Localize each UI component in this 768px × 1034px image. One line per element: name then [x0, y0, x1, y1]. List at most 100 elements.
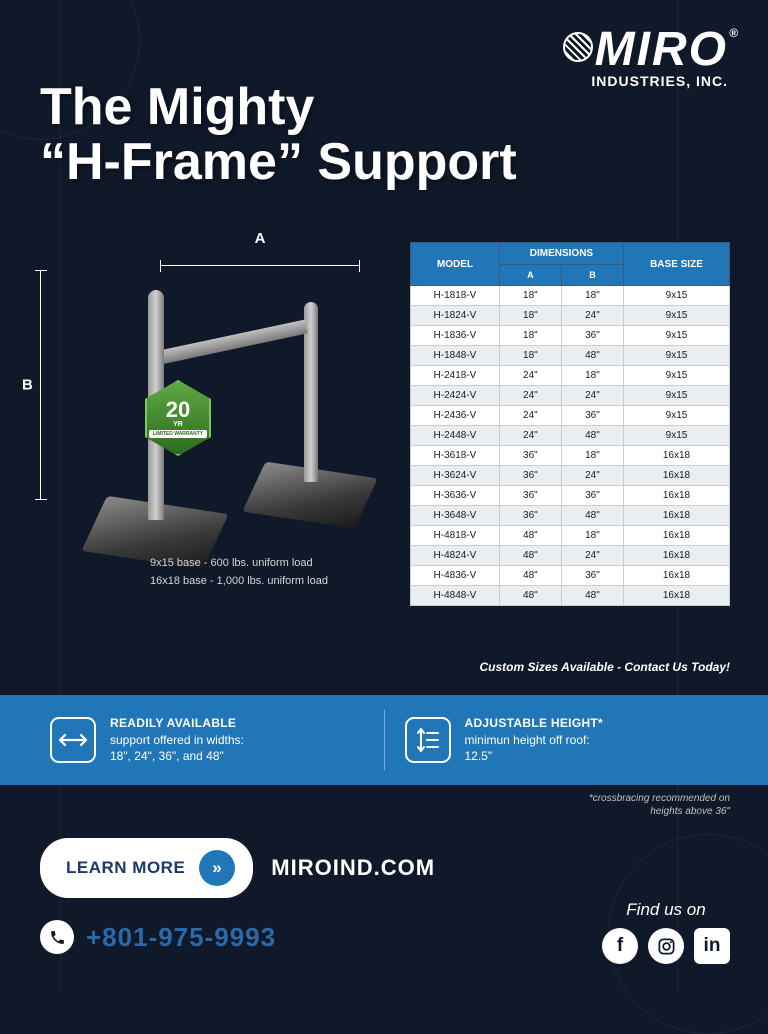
- cell-a: 24": [499, 386, 561, 406]
- cell-model: H-2424-V: [411, 386, 500, 406]
- table-row: H-2424-V24"24"9x15: [411, 386, 730, 406]
- headline-line2: “H-Frame” Support: [40, 135, 517, 190]
- feature-availability: READILY AVAILABLE support offered in wid…: [50, 715, 364, 765]
- col-a: A: [499, 265, 561, 286]
- cell-a: 18": [499, 346, 561, 366]
- product-diagram: A B 20 YR LIMITED WARRANTY: [30, 230, 400, 600]
- table-row: H-1848-V18"48"9x15: [411, 346, 730, 366]
- table-row: H-1824-V18"24"9x15: [411, 306, 730, 326]
- cell-b: 18": [561, 366, 623, 386]
- cell-b: 36": [561, 486, 623, 506]
- hframe-illustration: [80, 260, 380, 570]
- col-b: B: [561, 265, 623, 286]
- cell-base: 16x18: [623, 526, 729, 546]
- cell-b: 36": [561, 566, 623, 586]
- feature-height: ADJUSTABLE HEIGHT* minimun height off ro…: [405, 715, 719, 765]
- table-row: H-3636-V36"36"16x18: [411, 486, 730, 506]
- cell-model: H-2448-V: [411, 426, 500, 446]
- warranty-label: LIMITED WARRANTY: [149, 430, 207, 438]
- facebook-icon[interactable]: f: [602, 928, 638, 964]
- logo-subtitle: INDUSTRIES, INC.: [563, 73, 728, 89]
- specifications-table: MODEL DIMENSIONS BASE SIZE A B H-1818-V1…: [410, 242, 730, 606]
- linkedin-icon[interactable]: in: [694, 928, 730, 964]
- table-row: H-2418-V24"18"9x15: [411, 366, 730, 386]
- globe-icon: [563, 32, 593, 62]
- cell-model: H-1818-V: [411, 286, 500, 306]
- feature-left-line1: support offered in widths:: [110, 732, 244, 749]
- cell-a: 36": [499, 446, 561, 466]
- cell-base: 9x15: [623, 406, 729, 426]
- load-capacity-notes: 9x15 base - 600 lbs. uniform load 16x18 …: [150, 555, 328, 590]
- table-row: H-3624-V36"24"16x18: [411, 466, 730, 486]
- cta-row: LEARN MORE » MIROIND.COM: [40, 838, 435, 898]
- table-row: H-1818-V18"18"9x15: [411, 286, 730, 306]
- cell-b: 24": [561, 466, 623, 486]
- feature-left-line2: 18", 24", 36", and 48": [110, 748, 244, 765]
- cell-model: H-3618-V: [411, 446, 500, 466]
- dim-a-label: A: [160, 230, 360, 247]
- cell-b: 36": [561, 326, 623, 346]
- cell-model: H-2436-V: [411, 406, 500, 426]
- dimension-b: B: [40, 270, 41, 500]
- cell-base: 9x15: [623, 366, 729, 386]
- website-url[interactable]: MIROIND.COM: [271, 855, 435, 881]
- cell-model: H-1836-V: [411, 326, 500, 346]
- table-row: H-4824-V48"24"16x18: [411, 546, 730, 566]
- cell-model: H-4824-V: [411, 546, 500, 566]
- cell-model: H-3636-V: [411, 486, 500, 506]
- cell-a: 36": [499, 506, 561, 526]
- learn-more-button[interactable]: LEARN MORE »: [40, 838, 253, 898]
- cell-model: H-1848-V: [411, 346, 500, 366]
- table-row: H-2436-V24"36"9x15: [411, 406, 730, 426]
- phone-number[interactable]: +801-975-9993: [86, 922, 276, 953]
- cell-base: 9x15: [623, 386, 729, 406]
- cell-base: 16x18: [623, 466, 729, 486]
- dim-b-label: B: [22, 377, 33, 394]
- table-row: H-4836-V48"36"16x18: [411, 566, 730, 586]
- disclaimer-line1: *crossbracing recommended on: [589, 792, 730, 805]
- cell-base: 9x15: [623, 306, 729, 326]
- phone-row: +801-975-9993: [40, 920, 276, 954]
- cell-a: 24": [499, 366, 561, 386]
- cell-a: 48": [499, 526, 561, 546]
- cell-model: H-4836-V: [411, 566, 500, 586]
- table-row: H-3618-V36"18"16x18: [411, 446, 730, 466]
- cell-a: 36": [499, 466, 561, 486]
- cell-b: 48": [561, 586, 623, 606]
- cell-a: 48": [499, 586, 561, 606]
- col-dimensions: DIMENSIONS: [499, 243, 623, 265]
- phone-icon: [40, 920, 74, 954]
- feature-right-line1: minimun height off roof:: [465, 732, 604, 749]
- cell-a: 36": [499, 486, 561, 506]
- height-adjust-icon: [405, 717, 451, 763]
- headline-line1: The Mighty: [40, 80, 517, 135]
- feature-right-line2: 12.5": [465, 748, 604, 765]
- cell-b: 24": [561, 546, 623, 566]
- cell-base: 16x18: [623, 566, 729, 586]
- chevron-right-icon: »: [199, 850, 235, 886]
- table-row: H-3648-V36"48"16x18: [411, 506, 730, 526]
- cell-base: 9x15: [623, 346, 729, 366]
- cell-a: 18": [499, 286, 561, 306]
- load-note-2: 16x18 base - 1,000 lbs. uniform load: [150, 573, 328, 591]
- cta-button-label: LEARN MORE: [66, 858, 185, 878]
- col-base: BASE SIZE: [623, 243, 729, 286]
- cell-a: 48": [499, 546, 561, 566]
- feature-right-title: ADJUSTABLE HEIGHT*: [465, 715, 604, 732]
- feature-bar: READILY AVAILABLE support offered in wid…: [0, 695, 768, 785]
- headline: The Mighty “H-Frame” Support: [40, 80, 517, 189]
- cell-base: 9x15: [623, 426, 729, 446]
- cell-b: 18": [561, 286, 623, 306]
- table-row: H-4818-V48"18"16x18: [411, 526, 730, 546]
- cell-base: 9x15: [623, 326, 729, 346]
- instagram-icon[interactable]: [648, 928, 684, 964]
- cell-model: H-3624-V: [411, 466, 500, 486]
- cell-a: 18": [499, 306, 561, 326]
- cell-model: H-4818-V: [411, 526, 500, 546]
- col-model: MODEL: [411, 243, 500, 286]
- cell-b: 24": [561, 306, 623, 326]
- cell-b: 18": [561, 446, 623, 466]
- cell-a: 24": [499, 406, 561, 426]
- cell-base: 16x18: [623, 486, 729, 506]
- warranty-years: 20: [166, 399, 190, 421]
